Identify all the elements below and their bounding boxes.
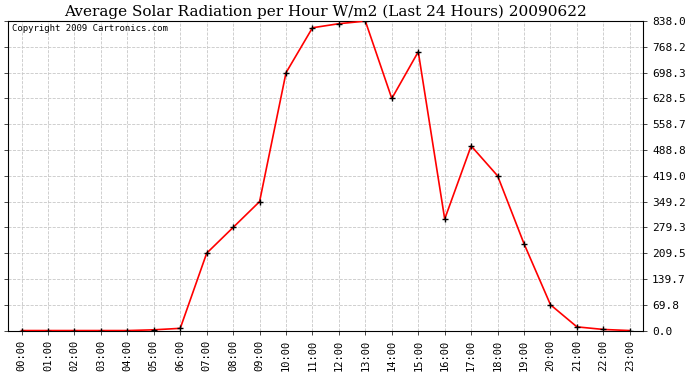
Title: Average Solar Radiation per Hour W/m2 (Last 24 Hours) 20090622: Average Solar Radiation per Hour W/m2 (L… xyxy=(64,4,587,18)
Text: Copyright 2009 Cartronics.com: Copyright 2009 Cartronics.com xyxy=(12,24,168,33)
